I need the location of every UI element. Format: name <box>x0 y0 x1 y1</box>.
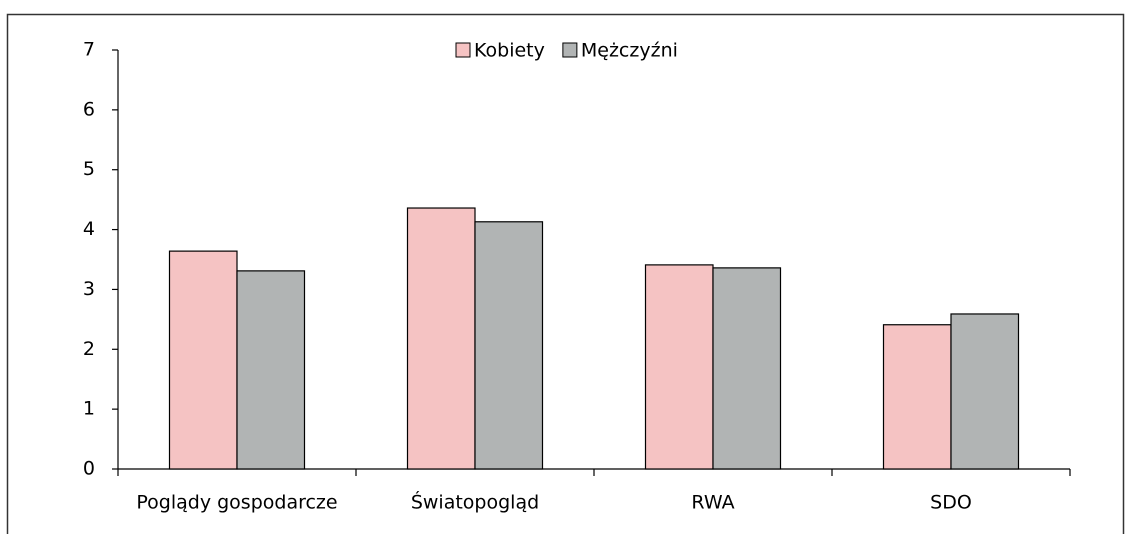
y-tick-label: 1 <box>83 398 95 420</box>
x-tick-label: RWA <box>691 492 734 514</box>
legend-swatch <box>455 42 471 58</box>
legend-label: Mężczyźni <box>581 40 678 62</box>
legend-swatch <box>562 42 578 58</box>
bar <box>882 324 952 470</box>
bar <box>474 221 544 470</box>
y-tick-label: 5 <box>83 158 95 180</box>
legend-label: Kobiety <box>474 40 545 62</box>
y-tick-label: 0 <box>83 458 95 480</box>
bar <box>406 207 476 470</box>
y-tick-label: 7 <box>83 39 95 61</box>
bar <box>712 267 782 470</box>
y-tick-label: 4 <box>83 218 95 240</box>
x-tick-label: Światopogląd <box>411 490 539 514</box>
y-tick-label: 2 <box>83 338 95 360</box>
bar <box>236 270 306 470</box>
x-tick-label: Poglądy gospodarcze <box>136 492 337 514</box>
y-tick-label: 6 <box>83 98 95 120</box>
frame <box>6 13 1125 538</box>
bar <box>644 264 714 470</box>
y-tick-label: 3 <box>83 278 95 300</box>
bar <box>950 313 1020 470</box>
bar <box>168 250 238 470</box>
x-tick-label: SDO <box>930 492 972 514</box>
